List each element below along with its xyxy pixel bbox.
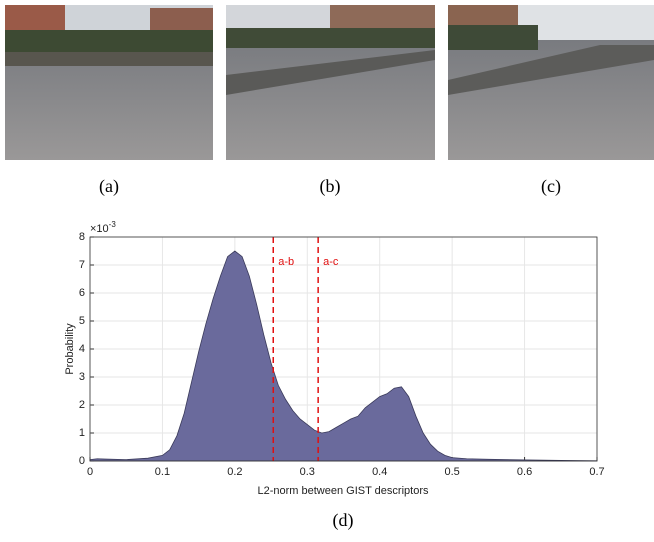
x-tick-label: 0.5 [444, 466, 459, 478]
density-area [89, 250, 598, 462]
y-tick-label: 0 [79, 455, 85, 467]
x-tick-label: 0.4 [372, 466, 387, 478]
x-tick-label: 0.3 [300, 466, 315, 478]
reference-label: a-b [278, 256, 294, 268]
panel-caption: (b) [320, 176, 341, 197]
y-tick-label: 1 [79, 427, 85, 439]
plot-frame [89, 236, 598, 462]
x-tick-label: 0.1 [155, 466, 170, 478]
x-tick-label: 0.2 [227, 466, 242, 478]
x-tick-label: 0.6 [517, 466, 532, 478]
photo-a [5, 5, 213, 160]
y-tick-label: 2 [79, 399, 85, 411]
x-tick-label: 0 [87, 466, 93, 478]
y-tick-label: 8 [79, 231, 85, 243]
reference-label: a-c [323, 256, 339, 268]
x-axis-label: L2-norm between GIST descriptors [258, 485, 429, 497]
chart-caption: (d) [333, 510, 354, 531]
panel-caption: (c) [541, 176, 561, 197]
y-tick-label: 7 [79, 259, 85, 271]
y-axis-label: Probability [64, 323, 76, 375]
photo-c [448, 5, 654, 160]
multiplier-exponent: -3 [109, 220, 117, 229]
multiplier-base: ×10 [90, 223, 109, 235]
y-tick-label: 4 [79, 343, 85, 355]
y-tick-label: 6 [79, 287, 85, 299]
y-tick-label: 3 [79, 371, 85, 383]
y-multiplier: ×10-3 [90, 220, 116, 235]
panel-caption: (a) [99, 176, 119, 197]
y-tick-label: 5 [79, 315, 85, 327]
photo-b [226, 5, 435, 160]
x-tick-label: 0.7 [589, 466, 604, 478]
